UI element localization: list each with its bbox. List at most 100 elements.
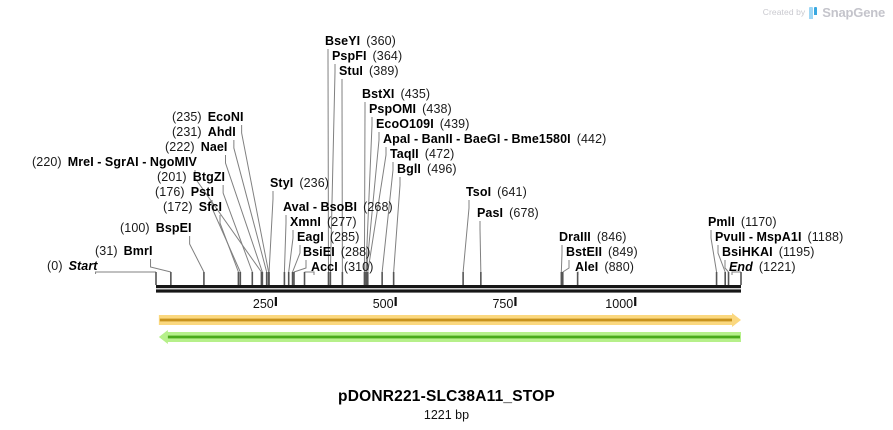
- site-enzyme-name: MreI: [67, 155, 94, 169]
- site-label-bseyi: BseYI (360): [325, 35, 396, 49]
- site-position: (1221): [758, 260, 796, 274]
- site-position: (435): [400, 87, 431, 101]
- site-position: (236): [299, 176, 330, 190]
- site-position: (678): [509, 206, 539, 220]
- site-position: (222): [165, 140, 195, 154]
- site-enzyme-name: TaqII: [390, 147, 419, 161]
- site-enzyme-name: ApaI: [383, 132, 411, 146]
- site-label-taqii: TaqII (472): [390, 148, 454, 162]
- site-position: (389): [369, 64, 399, 78]
- site-position: (360): [366, 34, 396, 48]
- site-position: (310): [343, 260, 374, 274]
- site-label-bstxi: BstXI (435): [362, 88, 430, 102]
- snapgene-logo-icon: [809, 6, 818, 19]
- site-enzyme-name: Start: [68, 259, 98, 273]
- site-label-eagi: EagI (285): [297, 231, 360, 245]
- site-enzyme-name: PasI: [477, 206, 504, 220]
- site-enzyme-name: DraIII: [559, 230, 591, 244]
- site-name-separator: -: [93, 155, 105, 169]
- site-enzyme-name: AccI: [311, 260, 338, 274]
- site-label-pmli: PmlI (1170): [708, 216, 777, 230]
- site-position: (438): [422, 102, 452, 116]
- ruler-tick-label-250: 250: [252, 297, 274, 311]
- site-label-avai: AvaI - BsoBI (268): [283, 201, 393, 215]
- site-enzyme-name: EcoO109I: [376, 117, 434, 131]
- site-position: (1170): [740, 215, 777, 229]
- watermark-brand-label: SnapGene: [822, 4, 885, 20]
- site-label-acci: AccI (310): [311, 261, 374, 275]
- snapgene-watermark: Created by SnapGene: [763, 4, 885, 20]
- site-enzyme-name: PstI: [190, 185, 215, 199]
- site-position: (1195): [778, 245, 815, 259]
- site-label-xmni: XmnI (277): [290, 216, 357, 230]
- site-label-bgli: BglI (496): [397, 163, 457, 177]
- ruler-tick-label-750: 750: [492, 297, 514, 311]
- site-enzyme-name: BmrI: [123, 244, 153, 258]
- site-position: (1188): [807, 230, 844, 244]
- ruler-tick-label-500: 500: [372, 297, 394, 311]
- site-label-styi: StyI (236): [270, 177, 329, 191]
- site-position: (439): [439, 117, 470, 131]
- site-position: (277): [326, 215, 357, 229]
- site-label-pspomi: PspOMI (438): [369, 103, 452, 117]
- site-enzyme-name: EagI: [297, 230, 324, 244]
- site-label-start: (0) Start: [47, 260, 98, 274]
- site-enzyme-name: PvuII: [715, 230, 746, 244]
- site-label-alei: AleI (880): [575, 261, 634, 275]
- site-enzyme-name: BsiHKAI: [722, 245, 773, 259]
- site-position: (268): [363, 200, 393, 214]
- site-name-separator: -: [500, 132, 512, 146]
- site-enzyme-name: BaeGI: [463, 132, 501, 146]
- site-name-separator: -: [309, 200, 321, 214]
- site-enzyme-name: BstEII: [566, 245, 603, 259]
- site-enzyme-name: BseYI: [325, 34, 361, 48]
- site-position: (880): [604, 260, 635, 274]
- site-label-ahdi: (231) AhdI: [172, 126, 236, 140]
- site-position: (472): [424, 147, 455, 161]
- site-position: (176): [155, 185, 185, 199]
- site-enzyme-name: BsoBI: [320, 200, 358, 214]
- site-label-mrei: (220) MreI - SgrAI - NgoMIV: [32, 156, 197, 170]
- site-enzyme-name: XmnI: [290, 215, 321, 229]
- site-enzyme-name: SfcI: [198, 200, 223, 214]
- ruler-tick-label-1000: 1000: [605, 297, 634, 311]
- site-label-pasi: PasI (678): [477, 207, 539, 221]
- site-label-psti: (176) PstI: [155, 186, 214, 200]
- watermark-created-label: Created by: [762, 7, 806, 17]
- site-enzyme-name: AhdI: [207, 125, 236, 139]
- page-title: pDONR221-SLC38A11_STOP: [338, 388, 555, 405]
- site-position: (846): [596, 230, 627, 244]
- site-enzyme-name: BglI: [397, 162, 422, 176]
- site-enzyme-name: PspOMI: [369, 102, 417, 116]
- site-position: (220): [32, 155, 62, 169]
- restriction-site-labels: (0) Start (31) BmrI (100) BspEI (172) SfcI (176)…: [32, 35, 844, 275]
- site-label-bsihkai: BsiHKAI (1195): [722, 246, 815, 260]
- site-label-naei: (222) NaeI: [165, 141, 228, 155]
- site-position: (288): [340, 245, 371, 259]
- site-enzyme-name: EcoNI: [207, 110, 244, 124]
- site-position: (31): [95, 244, 118, 258]
- site-label-btgzi: (201) BtgZI: [157, 171, 225, 185]
- site-position: (849): [608, 245, 638, 259]
- map-title-block: pDONR221-SLC38A11_STOP 1221 bp: [0, 388, 893, 422]
- site-position: (231): [172, 125, 202, 139]
- site-name-separator: -: [138, 155, 150, 169]
- site-enzyme-name: NaeI: [200, 140, 228, 154]
- site-enzyme-name: AvaI: [283, 200, 310, 214]
- site-label-pspfi: PspFI (364): [332, 50, 402, 64]
- site-label-bspei: (100) BspEI: [120, 222, 192, 236]
- site-enzyme-name: PspFI: [332, 49, 367, 63]
- sequence-length-label: 1221 bp: [423, 408, 470, 422]
- site-position: (364): [372, 49, 403, 63]
- site-label-sfci: (172) SfcI: [163, 201, 222, 215]
- site-name-separator: -: [745, 230, 757, 244]
- site-label-end: End (1221): [729, 261, 796, 275]
- site-position: (0): [47, 259, 63, 273]
- site-enzyme-name: StuI: [339, 64, 364, 78]
- site-enzyme-name: PmlI: [708, 215, 735, 229]
- site-position: (641): [497, 185, 527, 199]
- site-label-stui: StuI (389): [339, 65, 399, 79]
- site-label-econi: (235) EcoNI: [172, 111, 244, 125]
- site-position: (285): [329, 230, 360, 244]
